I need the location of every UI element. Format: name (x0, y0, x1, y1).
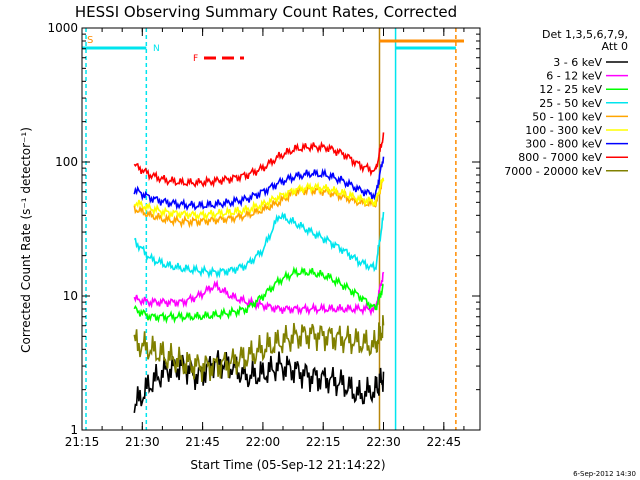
chart-title: HESSI Observing Summary Count Rates, Cor… (75, 3, 457, 21)
series-line-7 (133, 132, 385, 188)
legend-label: 100 - 300 keV (525, 124, 602, 137)
legend-label: 3 - 6 keV (553, 56, 602, 69)
series-line-3 (134, 211, 385, 279)
series-line-1 (133, 271, 385, 317)
series-line-2 (133, 265, 384, 325)
series-line-4 (133, 177, 385, 229)
y-tick-label: 1000 (47, 21, 78, 35)
legend-label: 7000 - 20000 keV (504, 165, 602, 178)
flag-n-label: N (153, 44, 160, 54)
legend-label: 6 - 12 keV (546, 70, 602, 83)
axis-layer: 1 10 100 1000 21:15 21:30 21:45 22:00 22:15 22:30… (47, 21, 481, 449)
x-axis-label: Start Time (05-Sep-12 21:14:22) (190, 458, 385, 472)
x-tick-label: 22:00 (246, 435, 281, 449)
legend-label: 50 - 100 keV (532, 110, 602, 123)
series-line-0 (133, 350, 385, 414)
flag-f-label: F (193, 54, 198, 64)
x-tick-label: 21:15 (65, 435, 100, 449)
legend-header-line1: Det 1,3,5,6,7,9, (542, 28, 628, 41)
x-tick-label: 21:45 (185, 435, 220, 449)
series-line-8 (133, 315, 385, 382)
legend-header-line2: Att 0 (602, 40, 628, 53)
y-tick-label: 10 (63, 289, 78, 303)
footer-date: 6-Sep-2012 14:30 (573, 470, 636, 478)
series-line-6 (133, 156, 385, 212)
plot-frame (81, 27, 481, 431)
legend-label: 800 - 7000 keV (518, 151, 602, 164)
x-tick-label: 22:15 (306, 435, 341, 449)
x-tick-label: 22:30 (366, 435, 401, 449)
series-line-5 (133, 177, 385, 221)
legend-label: 300 - 800 keV (525, 138, 602, 151)
legend-label: 25 - 50 keV (539, 97, 602, 110)
x-tick-label: 22:45 (427, 435, 462, 449)
y-tick-label: 100 (55, 155, 78, 169)
x-tick-label: 21:30 (125, 435, 160, 449)
y-axis-label: Corrected Count Rate (s⁻¹ detector⁻¹) (19, 127, 33, 353)
flag-s-label: S (87, 35, 93, 46)
y-tick-label: 1 (70, 423, 78, 437)
legend-label: 12 - 25 keV (539, 83, 602, 96)
plot-layer: S N F (82, 28, 464, 430)
